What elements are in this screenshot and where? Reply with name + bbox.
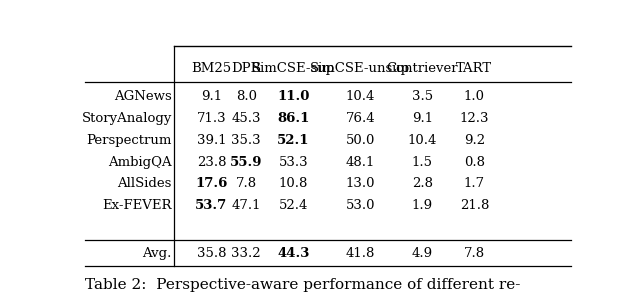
Text: 76.4: 76.4 xyxy=(346,112,375,125)
Text: 9.1: 9.1 xyxy=(412,112,433,125)
Text: StoryAnalogy: StoryAnalogy xyxy=(81,112,172,125)
Text: 21.8: 21.8 xyxy=(460,199,489,212)
Text: 35.8: 35.8 xyxy=(196,247,226,260)
Text: 2.8: 2.8 xyxy=(412,177,433,190)
Text: 33.2: 33.2 xyxy=(231,247,261,260)
Text: 55.9: 55.9 xyxy=(230,156,262,168)
Text: 53.3: 53.3 xyxy=(278,156,308,168)
Text: 50.0: 50.0 xyxy=(346,134,375,147)
Text: 44.3: 44.3 xyxy=(277,247,310,260)
Text: 13.0: 13.0 xyxy=(346,177,375,190)
Text: SimCSE-sup: SimCSE-sup xyxy=(252,62,335,75)
Text: TART: TART xyxy=(456,62,492,75)
Text: 10.4: 10.4 xyxy=(346,90,375,103)
Text: Perspectrum: Perspectrum xyxy=(86,134,172,147)
Text: AmbigQA: AmbigQA xyxy=(108,156,172,168)
Text: 45.3: 45.3 xyxy=(232,112,261,125)
Text: 0.8: 0.8 xyxy=(464,156,485,168)
Text: 1.0: 1.0 xyxy=(464,90,485,103)
Text: 39.1: 39.1 xyxy=(196,134,227,147)
Text: 53.0: 53.0 xyxy=(346,199,375,212)
Text: AllSides: AllSides xyxy=(117,177,172,190)
Text: 10.4: 10.4 xyxy=(408,134,437,147)
Text: 11.0: 11.0 xyxy=(277,90,310,103)
Text: Table 2:  Perspective-aware performance of different re-: Table 2: Perspective-aware performance o… xyxy=(85,278,520,292)
Text: 48.1: 48.1 xyxy=(346,156,375,168)
Text: 7.8: 7.8 xyxy=(236,177,257,190)
Text: 53.7: 53.7 xyxy=(195,199,228,212)
Text: Contriever: Contriever xyxy=(387,62,458,75)
Text: 47.1: 47.1 xyxy=(232,199,261,212)
Text: 9.1: 9.1 xyxy=(201,90,222,103)
Text: 8.0: 8.0 xyxy=(236,90,257,103)
Text: AGNews: AGNews xyxy=(114,90,172,103)
Text: BM25: BM25 xyxy=(191,62,232,75)
Text: 9.2: 9.2 xyxy=(464,134,485,147)
Text: 7.8: 7.8 xyxy=(464,247,485,260)
Text: 35.3: 35.3 xyxy=(231,134,261,147)
Text: 1.9: 1.9 xyxy=(412,199,433,212)
Text: 1.5: 1.5 xyxy=(412,156,433,168)
Text: 52.4: 52.4 xyxy=(278,199,308,212)
Text: SimCSE-unsup: SimCSE-unsup xyxy=(310,62,410,75)
Text: 17.6: 17.6 xyxy=(195,177,228,190)
Text: 71.3: 71.3 xyxy=(196,112,227,125)
Text: 4.9: 4.9 xyxy=(412,247,433,260)
Text: 1.7: 1.7 xyxy=(464,177,485,190)
Text: 10.8: 10.8 xyxy=(278,177,308,190)
Text: 86.1: 86.1 xyxy=(277,112,310,125)
Text: Avg.: Avg. xyxy=(142,247,172,260)
Text: 23.8: 23.8 xyxy=(196,156,226,168)
Text: 52.1: 52.1 xyxy=(277,134,310,147)
Text: Ex-FEVER: Ex-FEVER xyxy=(102,199,172,212)
Text: 12.3: 12.3 xyxy=(460,112,489,125)
Text: DPR: DPR xyxy=(231,62,261,75)
Text: 41.8: 41.8 xyxy=(346,247,375,260)
Text: 3.5: 3.5 xyxy=(412,90,433,103)
